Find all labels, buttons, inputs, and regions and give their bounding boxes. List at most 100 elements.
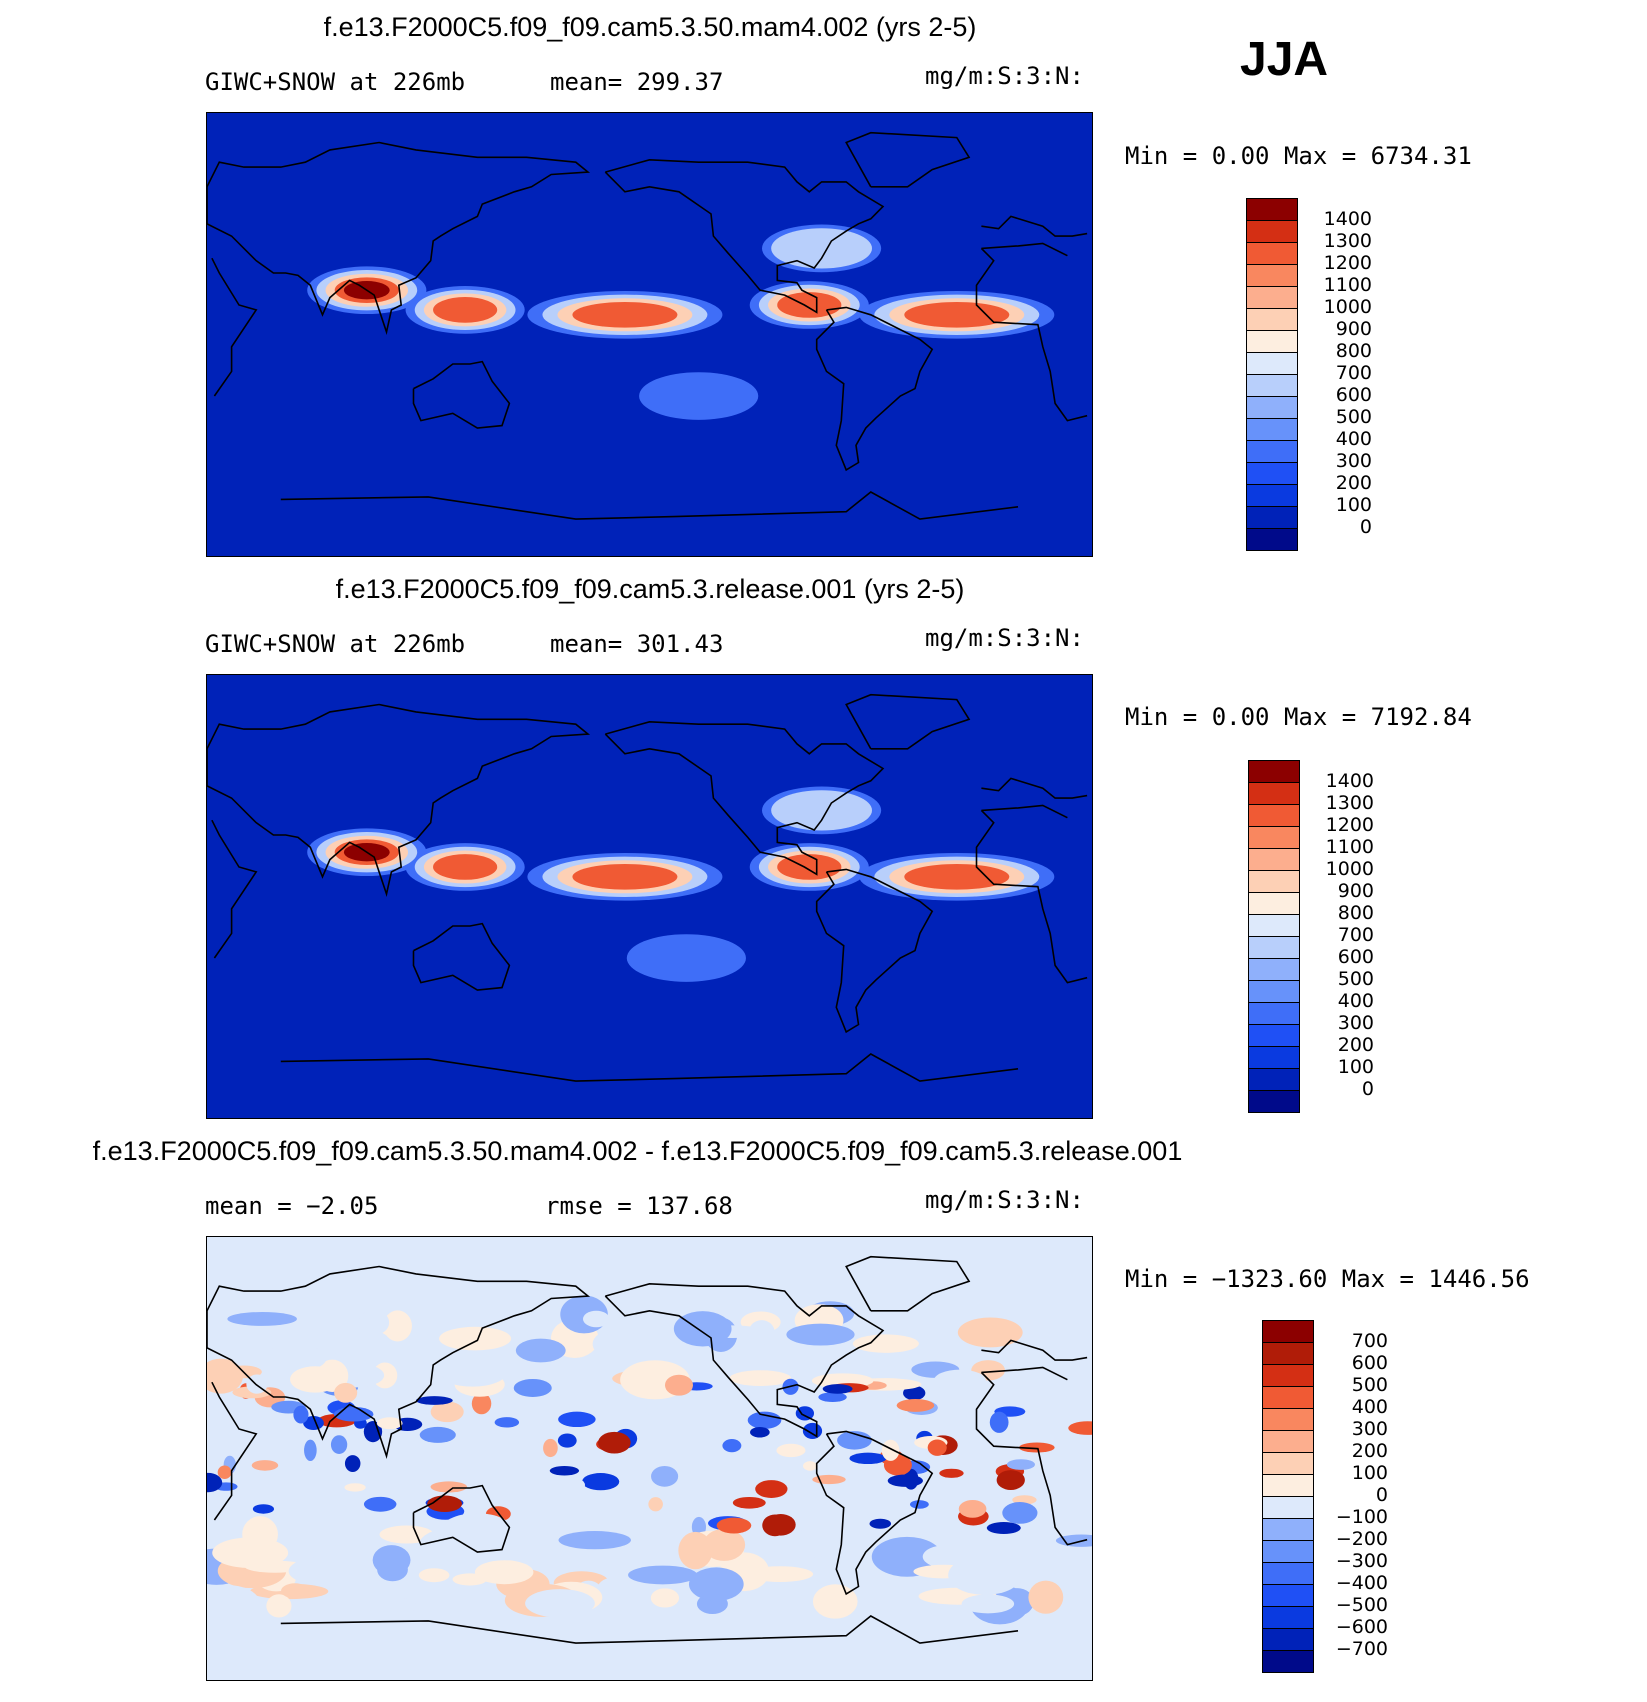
colorbar-swatch [1246,308,1298,331]
anomaly-cell [927,1439,947,1456]
anomaly-cell [1042,1366,1077,1394]
coastline-5 [845,1255,971,1312]
colorbar-tick-label: −500 [1335,1594,1388,1616]
colorbar-tick-label: 1200 [1325,814,1374,836]
anomaly-cell [427,1495,462,1513]
colorbar-swatch [1262,1584,1314,1607]
coastline-2 [412,1484,511,1553]
anomaly-cell [957,1317,1023,1348]
map-background [207,1237,1092,1680]
coastline-5 [845,131,971,188]
anomaly-cell [494,1417,520,1428]
anomaly-cell [996,1470,1025,1490]
anomaly-cell [419,1426,456,1443]
colorbar-swatch [1246,506,1298,529]
colorbar-swatch [1248,1046,1300,1069]
coastline-1 [207,141,591,335]
colorbar-swatch [1248,760,1300,783]
colorbar-swatch [1248,1024,1300,1047]
anomaly-cell [803,1461,818,1471]
anomaly-cell [439,1326,512,1351]
anomaly-cell [986,1522,1021,1534]
colorbar-swatch [1262,1518,1314,1541]
colorbar-swatch [1262,1540,1314,1563]
colorbar-tick-label: 900 [1337,880,1374,902]
anomaly-cell [352,1595,417,1617]
colorbar-tick-label: 400 [1335,428,1372,450]
panel-2-variable-label: GIWC+SNOW at 226mb [205,630,466,658]
colorbar-swatch [1262,1628,1314,1651]
anomaly-cell [557,1433,577,1448]
panel-3-colorbar: 700 600 500 400 300 200 100 0 −100 −200 −300 −400 −5… [1262,1320,1402,1673]
anomaly-cell [596,1577,627,1604]
anomaly-cell [251,1460,279,1471]
colorbar-tick-label: 100 [1351,1462,1388,1484]
colorbar-tick-label: 900 [1335,318,1372,340]
colorbar-tick-label: 300 [1337,1012,1374,1034]
colorbar-tick-label: −300 [1335,1550,1388,1572]
anomaly-cell [812,1584,858,1619]
coastline-4 [815,868,934,1034]
coastline-3 [604,1282,885,1438]
anomaly-cell [598,1431,631,1454]
anomaly-cell [881,1439,900,1461]
anomaly-cell [525,1589,595,1618]
colorbar-tick-label: 1400 [1325,770,1374,792]
colorbar-swatch [1248,914,1300,937]
anomaly-cell [303,1415,324,1430]
anomaly-cell [755,1480,788,1498]
panel-1-variable-label: GIWC+SNOW at 226mb [205,68,466,96]
colorbar-tick-label: 100 [1335,494,1372,516]
colorbar-tick-label: 200 [1351,1440,1388,1462]
panel-2-map [206,674,1093,1119]
anomaly-cell [592,1329,640,1359]
anomaly-cell [415,1396,453,1405]
colorbar-tick-label: 800 [1335,340,1372,362]
anomaly-cell [948,1555,1022,1595]
colorbar-tick-label: 1300 [1323,230,1372,252]
anomaly-cell [330,1435,348,1455]
anomaly-cell [1028,1580,1064,1614]
anomaly-cell [227,1312,297,1326]
anomaly-cell [896,1398,935,1412]
panel-3-title: f.e13.F2000C5.f09_f09.cam5.3.50.mam4.002… [92,1136,1183,1166]
field-feature-western-pacific-warm-pool [433,297,498,323]
colorbar-swatch [1248,936,1300,959]
colorbar-swatch [1246,462,1298,485]
field-feature-north-america [771,228,872,269]
anomaly-cell [515,1338,566,1363]
panel-1-colorbar: 1400 1300 1200 1100 1000 900 800 700 600 500 400 30… [1246,198,1386,551]
colorbar-tick-label: 500 [1351,1374,1388,1396]
coastline-6 [280,1615,1019,1644]
colorbar-swatch [1248,848,1300,871]
colorbar-tick-label: 400 [1351,1396,1388,1418]
anomaly-cell [703,1528,746,1561]
anomaly-cell [716,1517,752,1534]
anomaly-cell [300,1524,374,1554]
colorbar-tick-label: 500 [1337,968,1374,990]
anomaly-cell [961,1594,1015,1614]
anomaly-cell [252,1504,275,1514]
panel-2-minmax-label: Min = 0.00 Max = 7192.84 [1125,703,1472,731]
field-feature-southern-pacific [639,372,759,420]
anomaly-cell [376,1417,403,1430]
colorbar-tick-label: 500 [1335,406,1372,428]
coastline-1 [207,703,591,897]
coastline-2 [412,922,511,991]
anomaly-cell [264,1344,327,1372]
anomaly-cell [748,1320,775,1346]
colorbar-tick-label: 0 [1375,1484,1388,1506]
anomaly-cell [750,1426,770,1438]
anomaly-cell [372,1545,411,1576]
colorbar-swatch [1246,352,1298,375]
coastline-0 [211,1366,1088,1546]
anomaly-cell [290,1366,341,1393]
anomaly-cell [288,1556,368,1587]
panel-3-map [206,1236,1093,1681]
colorbar-swatch [1246,374,1298,397]
anomaly-cell [207,1472,223,1493]
anomaly-cell [865,1467,885,1479]
colorbar-swatch [1262,1408,1314,1431]
colorbar-swatch [1246,418,1298,441]
anomaly-cell [1072,1579,1092,1593]
